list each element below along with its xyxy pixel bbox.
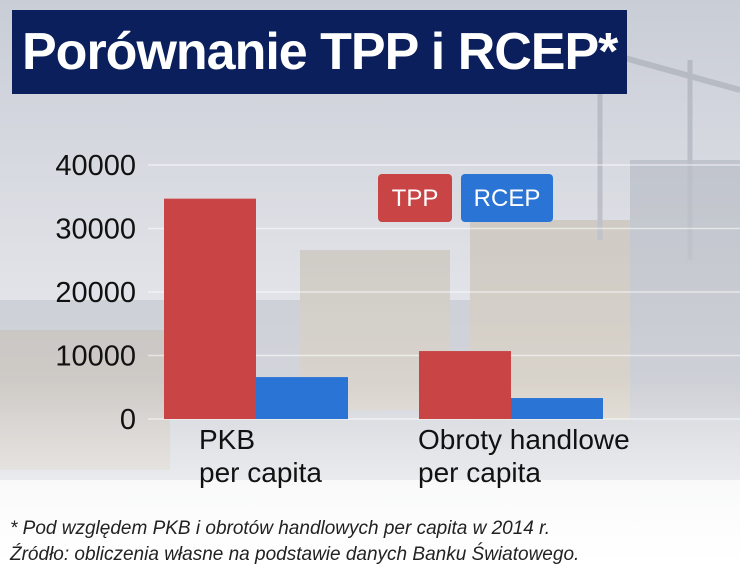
y-tick-label: 20000 — [55, 277, 136, 309]
y-tick-label: 10000 — [55, 341, 136, 373]
category-label: Obroty handlowe per capita — [418, 424, 630, 488]
legend-item-tpp: TPP — [378, 174, 452, 222]
footnote: * Pod względem PKB i obrotów handlowych … — [10, 516, 730, 568]
legend-item-rcep: RCEP — [461, 174, 553, 222]
chart-title: Porównanie TPP i RCEP* — [22, 23, 618, 81]
y-tick-label: 40000 — [55, 150, 136, 182]
footnote-line-2: Źródło: obliczenia własne na podstawie d… — [10, 544, 580, 565]
legend-label: RCEP — [474, 185, 541, 212]
legend-label: TPP — [392, 185, 439, 212]
bar-tpp-1 — [419, 351, 511, 419]
footnote-line-1: * Pod względem PKB i obrotów handlowych … — [10, 518, 551, 539]
y-tick-label: 30000 — [55, 214, 136, 246]
bar-tpp-0 — [164, 198, 256, 419]
category-label: PKB per capita — [199, 424, 322, 488]
bar-rcep-0 — [256, 377, 348, 419]
y-tick-label: 0 — [120, 404, 136, 436]
legend-swatch — [461, 174, 553, 222]
bar-rcep-1 — [511, 398, 603, 419]
legend-swatch — [378, 174, 452, 222]
title-banner: Porównanie TPP i RCEP* — [12, 10, 628, 94]
